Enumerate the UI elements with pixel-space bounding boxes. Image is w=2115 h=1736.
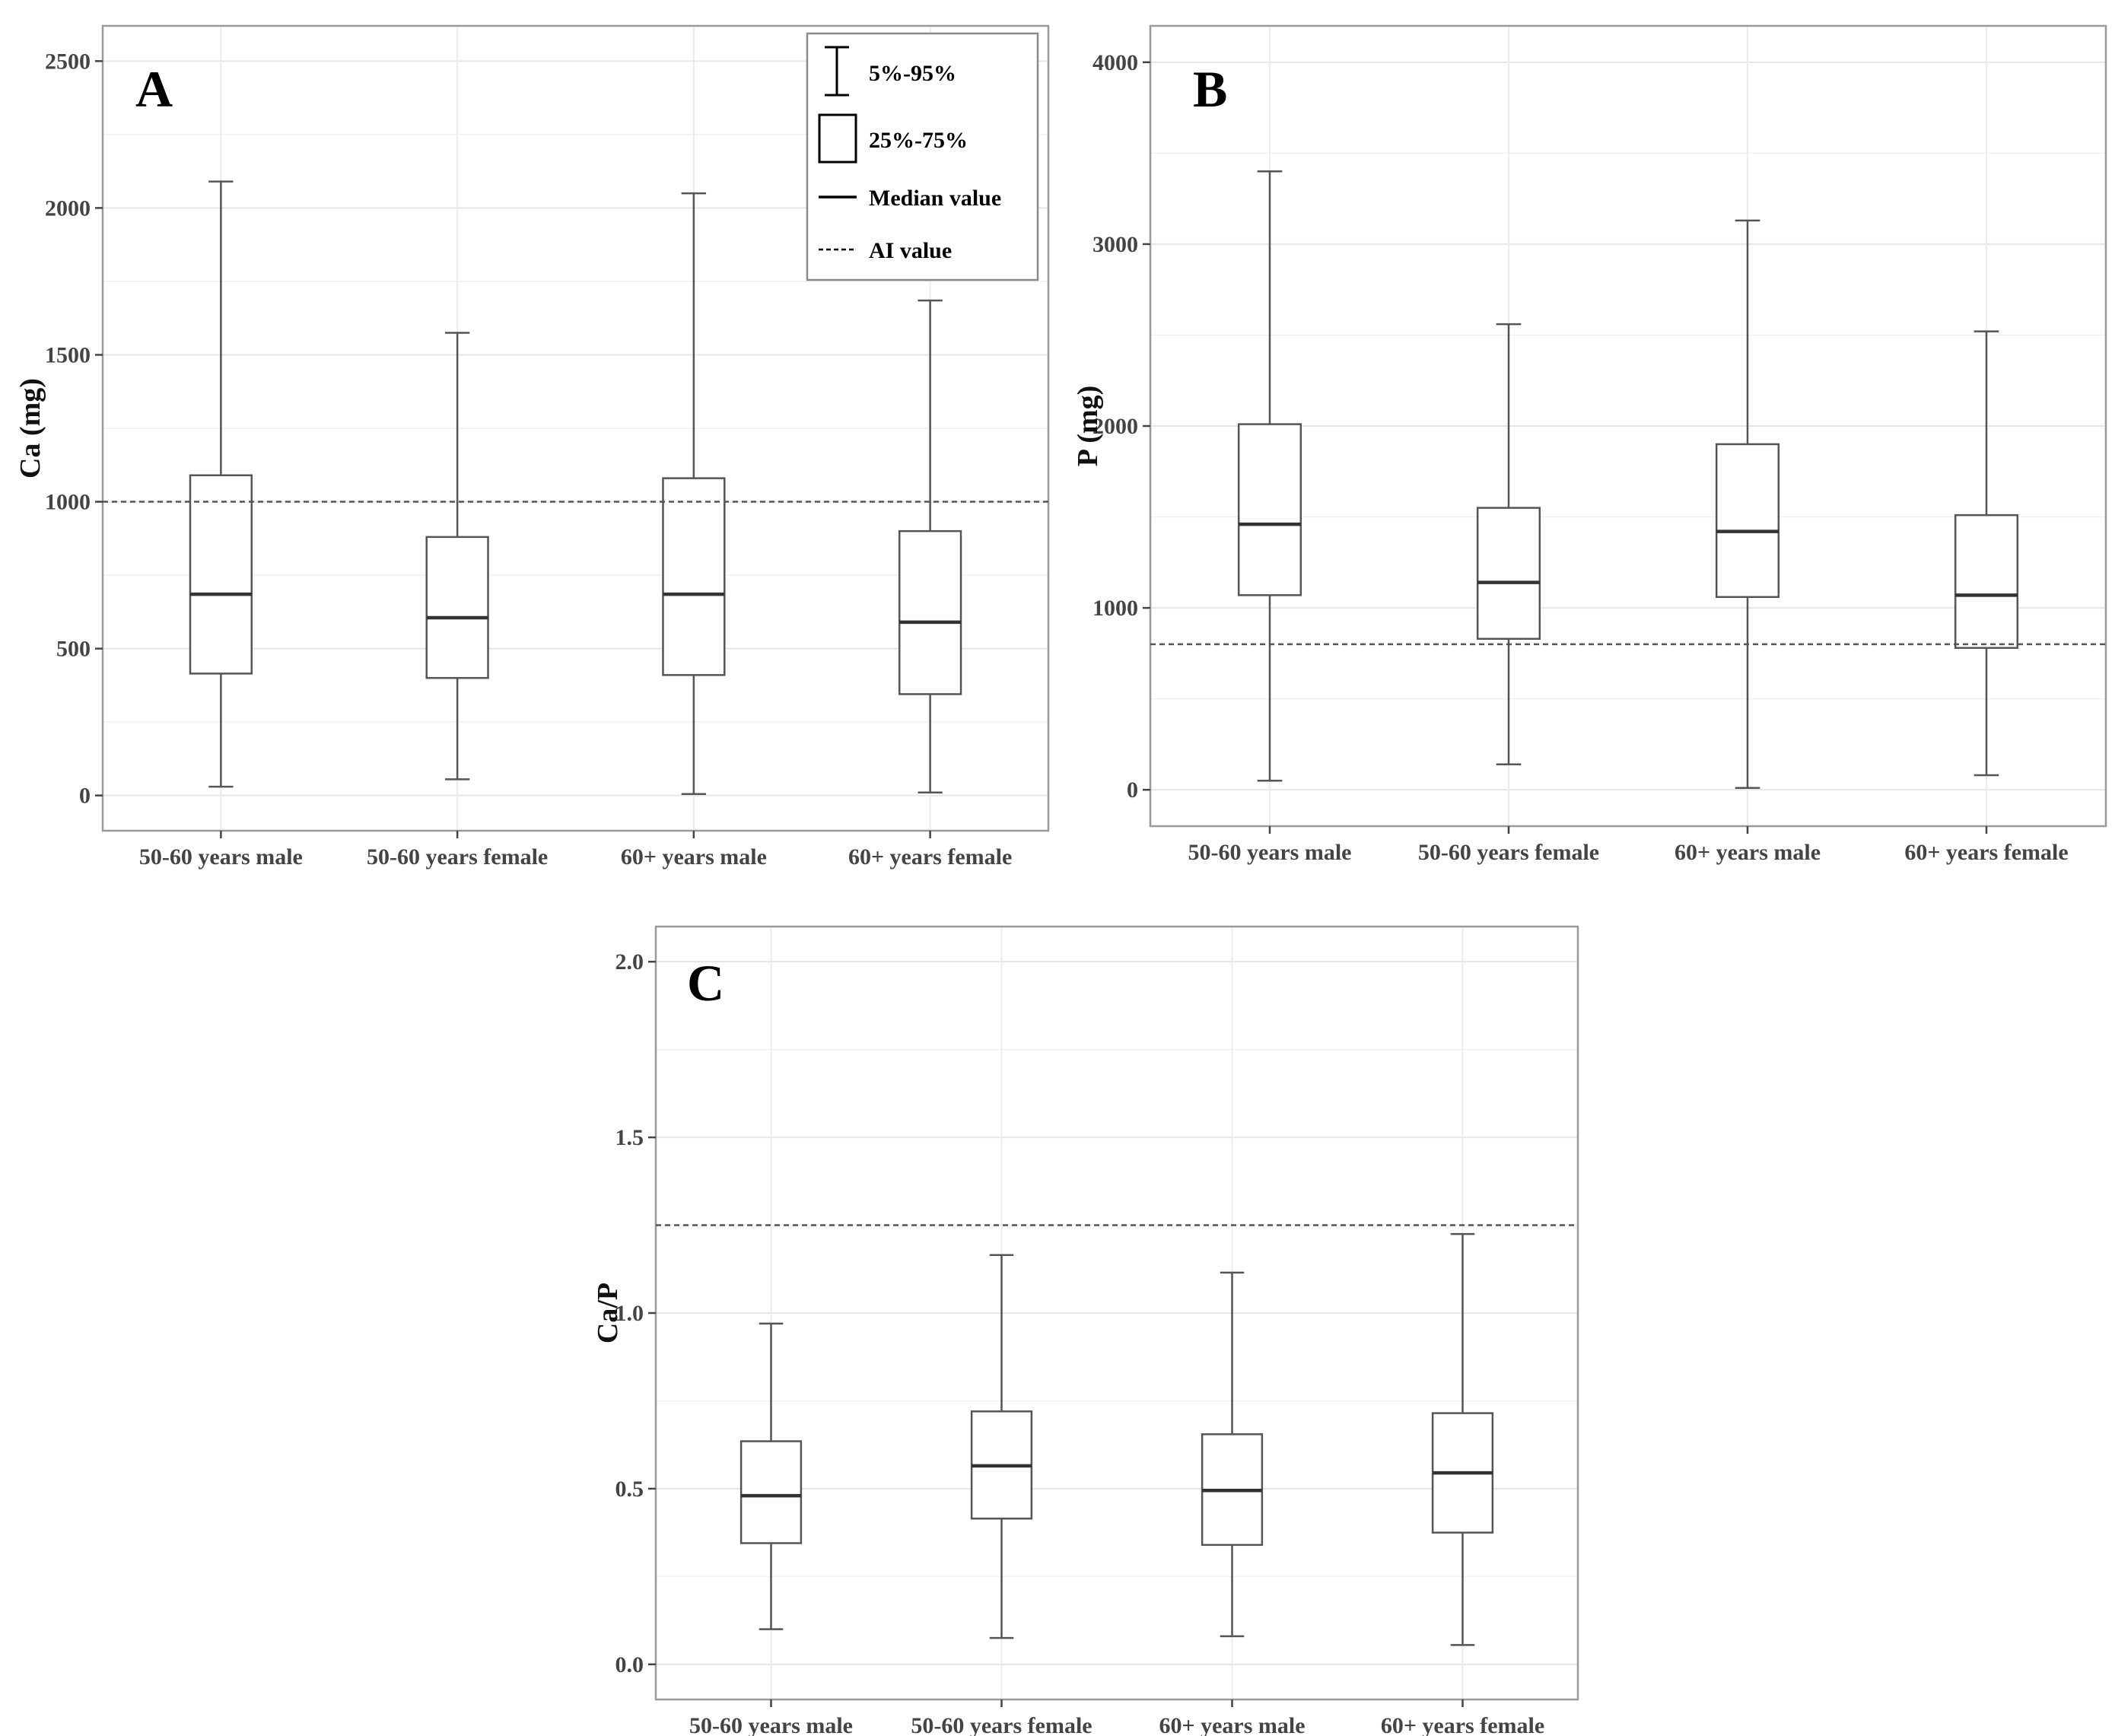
legend-median-label: Median value	[869, 186, 1001, 211]
box-iqr	[189, 474, 253, 675]
box-iqr	[1954, 513, 2019, 649]
y-tick-label: 1000	[45, 490, 91, 515]
legend: 5%-95% 25%-75% Median value AI value	[806, 32, 1039, 281]
y-tick-label: 1.5	[615, 1125, 644, 1150]
panel-a: 0 500 1000 1500 2000 2500 Ca (mg) 50-60 years m…	[14, 24, 1050, 870]
x-category-label: 50-60 years male	[689, 1713, 853, 1736]
panel-label: B	[1193, 60, 1227, 118]
panel-border	[101, 24, 1050, 832]
box-4	[898, 299, 962, 794]
box-iqr	[739, 1440, 803, 1544]
x-category-label: 60+ years male	[1675, 840, 1821, 865]
y-tick-label: 500	[56, 637, 91, 662]
x-category-label: 50-60 years female	[911, 1713, 1092, 1736]
panel-label: C	[687, 954, 724, 1012]
x-category-label: 50-60 years male	[1188, 840, 1352, 865]
box-4	[1431, 1232, 1494, 1646]
box-1	[1237, 170, 1302, 782]
box-4	[1954, 330, 2019, 777]
box-3	[1201, 1271, 1264, 1638]
x-category-label: 60+ years female	[1904, 840, 2068, 865]
box-iqr	[1715, 443, 1780, 598]
y-tick-label: 2000	[1092, 414, 1138, 439]
box-2	[970, 1254, 1033, 1639]
box-1	[189, 180, 253, 788]
y-tick-label: 2.0	[615, 949, 644, 975]
y-tick-label: 0	[79, 784, 91, 809]
y-tick-label: 2000	[45, 196, 91, 221]
y-tick-label: 0.0	[615, 1652, 644, 1677]
legend-box-icon	[818, 113, 857, 164]
y-tick-label: 0	[1127, 777, 1138, 803]
legend-whisker-label: 5%-95%	[869, 61, 956, 86]
box-iqr	[662, 477, 726, 676]
y-tick-label: 2500	[45, 49, 91, 74]
y-tick-label: 1.0	[615, 1301, 644, 1326]
y-axis-title: P (mg)	[1072, 386, 1104, 467]
box-iqr	[1476, 507, 1541, 640]
x-category-label: 50-60 years female	[367, 844, 548, 870]
x-category-label: 50-60 years male	[139, 844, 303, 870]
box-2	[1476, 323, 1541, 765]
y-axis-title: Ca (mg)	[14, 378, 46, 479]
panel-b: 0 1000 2000 3000 4000 P (mg) 50-60 years male 5…	[1072, 24, 2107, 865]
panel-label: A	[135, 60, 173, 118]
box-1	[739, 1322, 803, 1630]
x-category-label: 60+ years female	[848, 844, 1012, 870]
box-iqr	[898, 529, 962, 695]
box-3	[662, 192, 726, 795]
box-2	[425, 332, 489, 781]
box-iqr	[1237, 423, 1302, 596]
x-category-label: 60+ years male	[621, 844, 767, 870]
y-tick-label: 1500	[45, 342, 91, 367]
y-tick-label: 0.5	[615, 1477, 644, 1502]
y-axis-title: Ca/P	[592, 1283, 624, 1343]
x-category-label: 50-60 years female	[1418, 840, 1599, 865]
y-tick-label: 3000	[1092, 232, 1138, 257]
legend-ai-label: AI value	[869, 238, 952, 263]
x-category-label: 60+ years female	[1381, 1713, 1544, 1736]
panel-c: 0.0 0.5 1.0 1.5 2.0 Ca/P 50-60 years male 50-60…	[592, 925, 1579, 1736]
legend-box-label: 25%-75%	[869, 128, 968, 153]
box-3	[1715, 219, 1780, 790]
y-tick-label: 4000	[1092, 50, 1138, 75]
x-category-label: 60+ years male	[1159, 1713, 1305, 1736]
y-tick-label: 1000	[1092, 596, 1138, 621]
box-iqr	[425, 536, 489, 679]
